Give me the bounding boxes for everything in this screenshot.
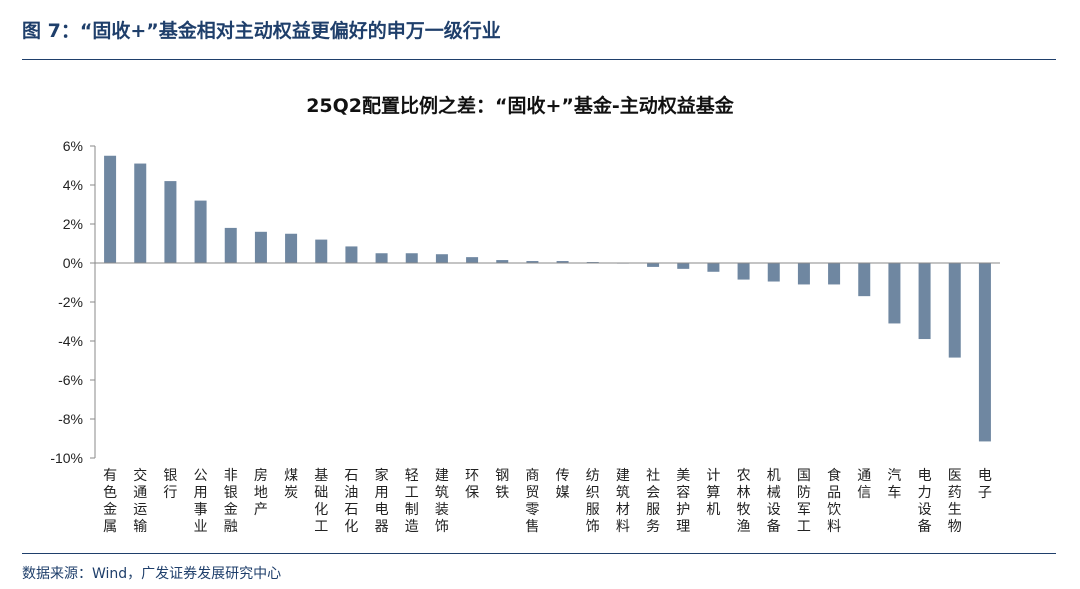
x-tick-label: 银行 [163,468,177,501]
bar-石油石化 [345,246,358,263]
y-tick-label: -6% [58,372,83,388]
y-tick-label: -8% [58,411,83,427]
x-tick-label: 国防军工 [797,468,811,535]
y-tick-label: -10% [50,450,83,466]
bar-交通运输 [134,163,147,263]
bar-非银金融 [224,227,237,263]
x-tick-label: 美容护理 [676,468,690,535]
bar-环保 [466,257,479,263]
chart-title: 25Q2配置比例之差：“固收+”基金-主动权益基金 [306,94,735,117]
y-axis: 6% 4% 2% 0% -2% -4% -6% -8% -10% [50,138,1000,466]
bar-美容护理 [677,263,690,269]
x-tick-label: 有色金属 [103,468,117,535]
y-tick-label: 0% [63,255,83,271]
y-tick-label: 6% [63,138,83,154]
bar-电力设备 [918,263,931,340]
bar-社会服务 [647,263,660,267]
bar-房地产 [254,231,267,263]
bar-计算机 [707,263,720,272]
x-tick-label: 社会服务 [646,468,660,535]
x-tick-label: 电力设备 [918,468,932,535]
x-tick-label: 家用电器 [375,467,389,535]
bar-轻工制造 [405,253,418,263]
bar-传媒 [556,261,569,263]
bottom-rule [22,553,1056,554]
source-note: 数据来源：Wind，广发证券发展研究中心 [22,566,282,582]
x-tick-label: 房地产 [254,468,268,518]
bar-基础化工 [315,239,328,263]
x-tick-label: 电子 [978,468,992,501]
x-tick-label: 轻工制造 [405,468,419,535]
bar-食品饮料 [828,263,841,285]
y-tick-label: 2% [63,216,83,232]
bar-有色金属 [104,155,117,263]
bar-农林牧渔 [737,263,750,280]
x-tick-label: 建筑材料 [616,468,630,535]
x-tick-label: 食品饮料 [827,467,841,535]
bar-汽车 [888,263,901,324]
y-tick-label: -4% [58,333,83,349]
bars-group [104,155,991,442]
x-tick-label: 计算机 [706,468,720,518]
x-tick-label: 传媒 [556,468,570,501]
bar-银行 [164,181,177,263]
bar-机械设备 [767,263,780,282]
x-tick-label: 石油石化 [344,468,358,535]
x-tick-label: 交通运输 [133,467,147,535]
x-tick-label: 农林牧渔 [737,468,751,535]
bar-钢铁 [496,260,509,263]
x-tick-label: 通信 [857,468,871,501]
y-tick-label: 4% [63,177,83,193]
bar-chart: 25Q2配置比例之差：“固收+”基金-主动权益基金 6% 4% 2% 0% -2% -4%… [50,94,1000,535]
bar-电子 [978,263,991,442]
x-tick-label: 建筑装饰 [435,468,449,535]
y-tick-label: -2% [58,294,83,310]
x-tick-label: 医药生物 [948,468,962,535]
bar-公用事业 [194,200,207,263]
x-tick-label: 公用事业 [194,468,208,535]
x-tick-label: 基础化工 [314,467,328,535]
bar-医药生物 [948,263,961,358]
x-axis-labels: 有色金属 交通运输 银行 公用事业 非银金融 房地产 煤炭 基础化工 石油石化 家用电器 轻工制造 建… [103,467,992,535]
bar-通信 [858,263,871,297]
x-tick-label: 纺织服饰 [586,468,600,535]
x-tick-label: 环保 [465,468,479,501]
bar-煤炭 [285,233,298,263]
x-tick-label: 非银金融 [224,468,238,535]
bar-家用电器 [375,253,388,263]
x-tick-label: 机械设备 [767,468,781,535]
x-tick-label: 钢铁 [495,468,509,501]
x-tick-label: 汽车 [887,468,901,501]
x-tick-label: 煤炭 [284,468,298,501]
figure-title: 图 7：“固收+”基金相对主动权益更偏好的申万一级行业 [22,20,501,42]
bar-国防军工 [797,263,810,285]
bar-建筑装饰 [435,254,448,263]
x-tick-label: 商贸零售 [525,468,539,535]
top-rule [22,59,1056,60]
bar-商贸零售 [526,261,539,263]
